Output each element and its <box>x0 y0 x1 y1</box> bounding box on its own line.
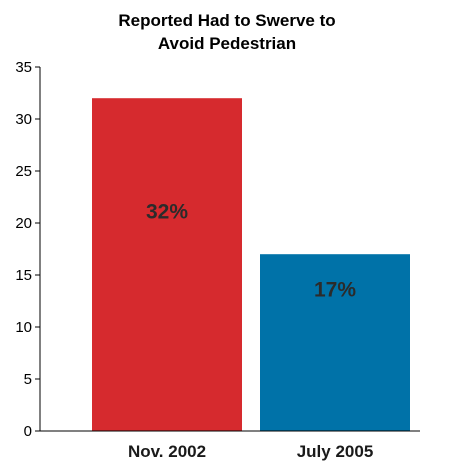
bar <box>260 254 410 431</box>
data-label: 32% <box>146 201 188 224</box>
bar <box>92 98 242 431</box>
chart-title-line-1: Reported Had to Swerve to <box>118 11 335 30</box>
y-axis: 0 5 10 15 20 25 30 35 <box>15 59 41 440</box>
y-tick-label: 5 <box>24 371 32 388</box>
y-tick-label: 30 <box>15 111 32 128</box>
x-tick-label: July 2005 <box>297 442 374 461</box>
y-tick-label: 35 <box>15 59 32 76</box>
y-tick-label: 0 <box>24 423 32 440</box>
chart-title: Reported Had to Swerve to Avoid Pedestri… <box>118 11 335 53</box>
x-axis: Nov. 2002 July 2005 <box>40 430 420 461</box>
bars: 32% 17% <box>92 98 410 431</box>
y-tick-label: 20 <box>15 215 32 232</box>
y-tick-label: 15 <box>15 267 32 284</box>
x-tick-label: Nov. 2002 <box>128 442 206 461</box>
y-tick-label: 25 <box>15 163 32 180</box>
chart-title-line-2: Avoid Pedestrian <box>158 34 296 53</box>
y-tick-label: 10 <box>15 319 32 336</box>
data-label: 17% <box>314 279 356 302</box>
